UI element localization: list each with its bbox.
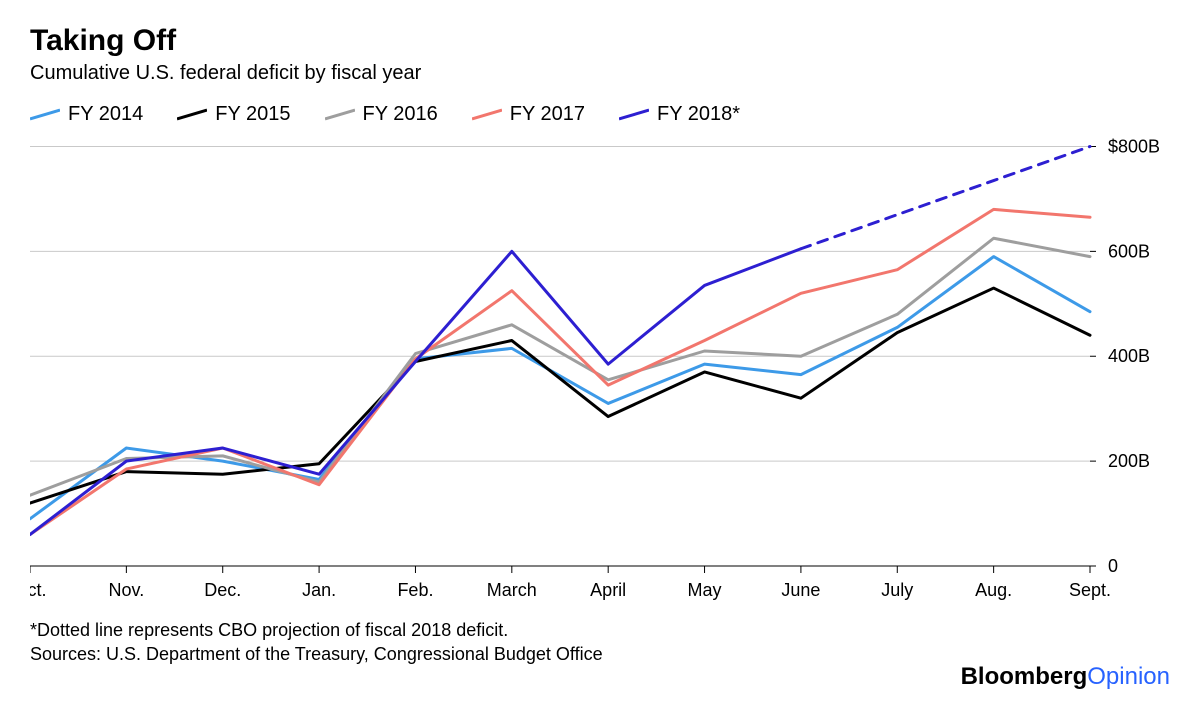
legend-label-fy2016: FY 2016: [363, 103, 438, 126]
series-line-fy2017: [30, 209, 1090, 534]
legend-item-fy2016: FY 2016: [325, 103, 438, 126]
legend-label-fy2014: FY 2014: [68, 103, 143, 126]
x-tick-label: June: [781, 580, 820, 600]
line-chart-svg: 0 200B 400B 600B $800B Oct. Nov. Dec. Jan. Feb. Ma…: [30, 136, 1170, 606]
chart-area: 0 200B 400B 600B $800B Oct. Nov. Dec. Jan. Feb. Ma…: [30, 136, 1170, 606]
x-tick-label: April: [590, 580, 626, 600]
series-line-fy2015: [30, 288, 1090, 503]
legend-label-fy2015: FY 2015: [215, 103, 290, 126]
x-tick-label: Dec.: [204, 580, 241, 600]
legend-item-fy2015: FY 2015: [177, 103, 290, 126]
series-line-fy2018: [30, 249, 801, 535]
y-tick-label: 600B: [1108, 241, 1150, 261]
chart-title: Taking Off: [30, 24, 1170, 58]
footnote-projection: *Dotted line represents CBO projection o…: [30, 618, 1170, 642]
x-tick-label: July: [881, 580, 913, 600]
footnotes: *Dotted line represents CBO projection o…: [30, 618, 1170, 667]
legend-swatch-fy2015: [177, 108, 207, 122]
legend-item-fy2017: FY 2017: [472, 103, 585, 126]
x-tick-label: March: [487, 580, 537, 600]
x-tick-label: Sept.: [1069, 580, 1111, 600]
series-line-fy2018proj: [801, 146, 1090, 248]
legend-swatch-fy2014: [30, 108, 60, 122]
attribution: BloombergOpinion: [961, 663, 1170, 691]
x-tick-label: Nov.: [109, 580, 145, 600]
x-tick-label: May: [688, 580, 722, 600]
legend-swatch-fy2018: [619, 108, 649, 122]
x-tick-label: Aug.: [975, 580, 1012, 600]
legend-label-fy2018: FY 2018*: [657, 103, 740, 126]
legend-item-fy2014: FY 2014: [30, 103, 143, 126]
legend-swatch-fy2017: [472, 108, 502, 122]
attribution-brand: Bloomberg: [961, 663, 1088, 690]
y-tick-label: $800B: [1108, 136, 1160, 156]
x-tick-label: Oct.: [30, 580, 47, 600]
x-tick-label: Jan.: [302, 580, 336, 600]
legend-swatch-fy2016: [325, 108, 355, 122]
legend-label-fy2017: FY 2017: [510, 103, 585, 126]
legend: FY 2014 FY 2015 FY 2016 FY 2017 FY 2018*: [30, 103, 1170, 126]
legend-item-fy2018: FY 2018*: [619, 103, 740, 126]
chart-subtitle: Cumulative U.S. federal deficit by fisca…: [30, 62, 1170, 85]
x-tick-label: Feb.: [397, 580, 433, 600]
series-line-fy2014: [30, 257, 1090, 519]
y-tick-label: 400B: [1108, 346, 1150, 366]
attribution-suffix: Opinion: [1087, 663, 1170, 690]
y-tick-label: 0: [1108, 556, 1118, 576]
y-tick-label: 200B: [1108, 451, 1150, 471]
